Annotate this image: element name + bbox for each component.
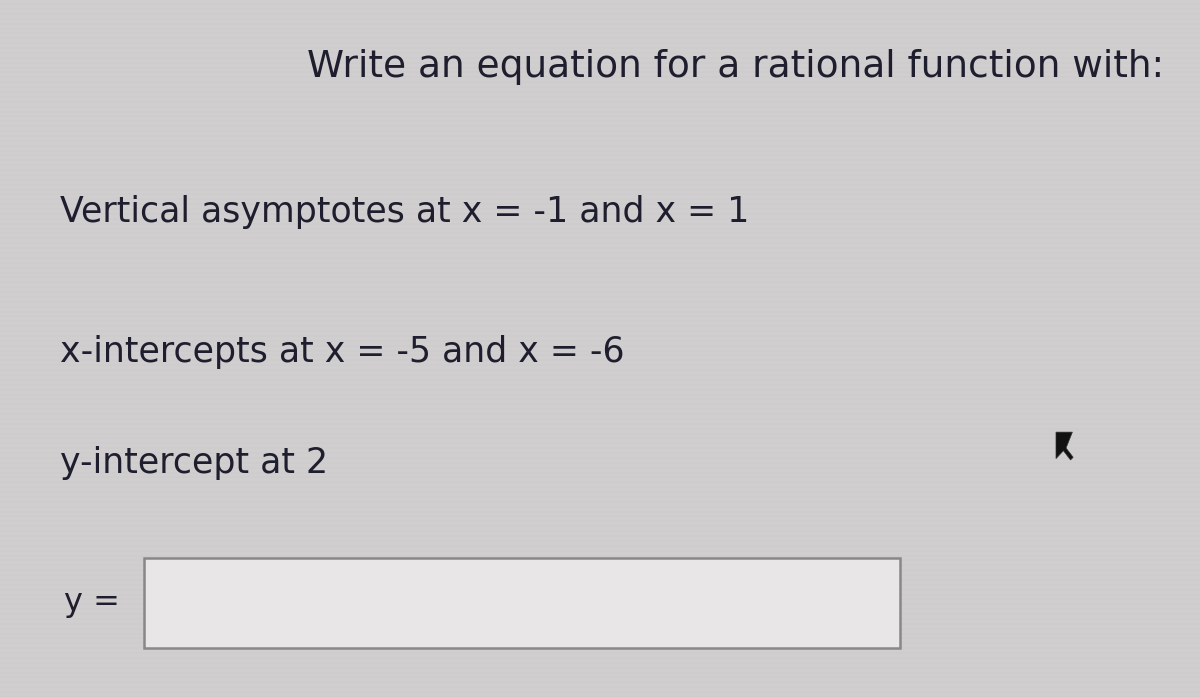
Polygon shape	[1056, 432, 1073, 460]
Text: y =: y =	[64, 588, 120, 618]
FancyBboxPatch shape	[144, 558, 900, 648]
Text: Write an equation for a rational function with:: Write an equation for a rational functio…	[307, 49, 1164, 85]
Text: x-intercepts at x = -5 and x = -6: x-intercepts at x = -5 and x = -6	[60, 335, 625, 369]
Text: y-intercept at 2: y-intercept at 2	[60, 446, 328, 480]
Text: Vertical asymptotes at x = -1 and x = 1: Vertical asymptotes at x = -1 and x = 1	[60, 195, 749, 229]
